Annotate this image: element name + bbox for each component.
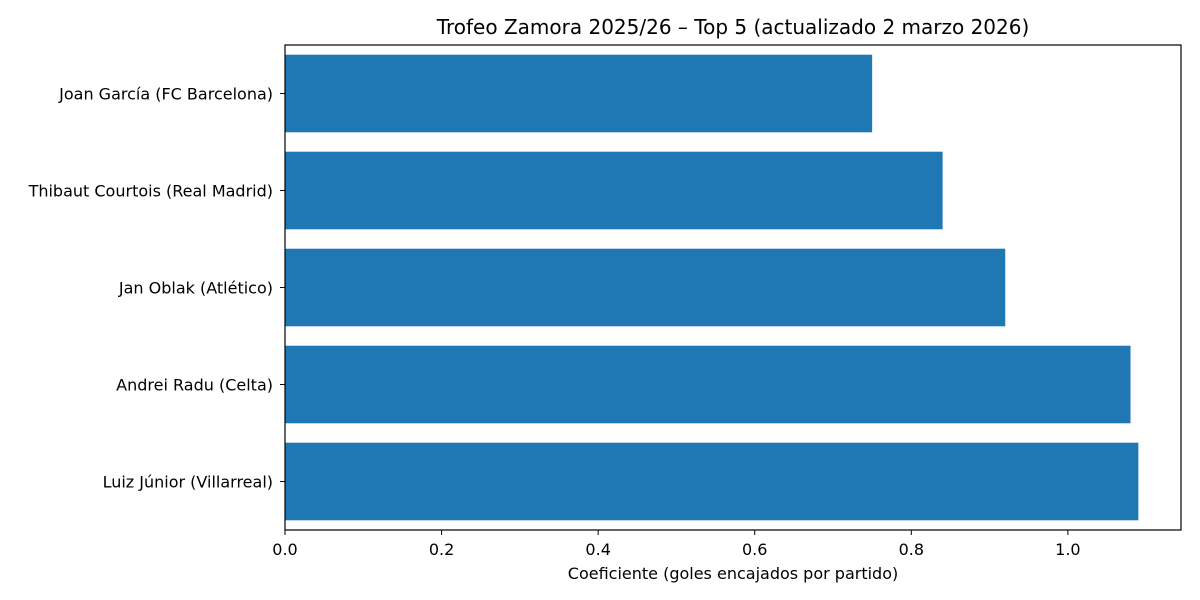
y-tick-label: Luiz Júnior (Villarreal) [103,473,273,492]
bar-3 [285,248,1006,327]
x-axis: 0.0 0.2 0.4 0.6 0.8 1.0 [272,530,1081,559]
bar-5 [285,442,1139,521]
x-tick-label: 0.0 [272,540,297,559]
plot-frame [284,44,1182,531]
x-axis-label: Coeficiente (goles encajados por partido… [568,564,898,583]
y-tick-label: Thibaut Courtois (Real Madrid) [28,182,273,201]
y-tick-label: Andrei Radu (Celta) [116,376,273,395]
bar-2 [285,151,943,230]
x-tick-label: 1.0 [1055,540,1080,559]
bar-4 [285,345,1131,424]
bar-1 [285,54,873,133]
x-tick-label: 0.2 [429,540,454,559]
x-tick-label: 0.8 [899,540,924,559]
chart-title: Trofeo Zamora 2025/26 – Top 5 (actualiza… [436,15,1030,39]
y-tick-label: Jan Oblak (Atlético) [118,279,273,298]
y-tick-label: Joan García (FC Barcelona) [58,85,273,104]
y-axis: Joan García (FC Barcelona) Thibaut Courto… [28,85,285,492]
x-tick-label: 0.4 [585,540,610,559]
bars-layer [285,54,1139,521]
x-tick-label: 0.6 [742,540,767,559]
